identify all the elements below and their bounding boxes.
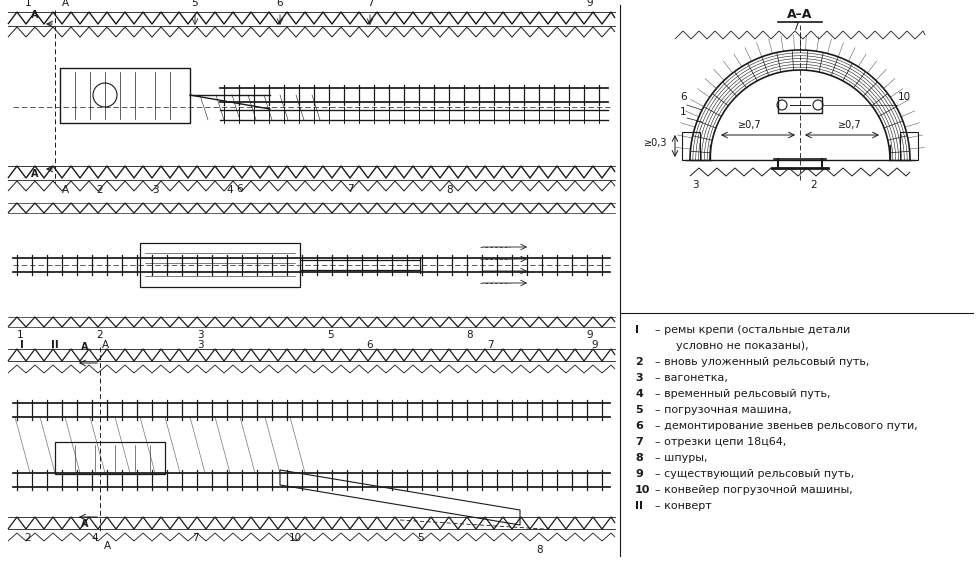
Text: I: I (21, 340, 23, 350)
Bar (778, 97, 821, 113)
Text: 1: 1 (24, 0, 31, 8)
Bar (681, 132, 700, 160)
Text: 6: 6 (634, 421, 642, 431)
Text: 6: 6 (276, 0, 283, 8)
Text: 8: 8 (536, 545, 543, 555)
Text: – ремы крепи (остальные детали: – ремы крепи (остальные детали (655, 325, 849, 335)
Text: 2: 2 (634, 357, 642, 367)
Bar (899, 132, 917, 160)
Text: – временный рельсовый путь,: – временный рельсовый путь, (655, 389, 829, 399)
Text: 2: 2 (809, 180, 816, 190)
Text: – демонтирование звеньев рельсового пути,: – демонтирование звеньев рельсового пути… (655, 421, 916, 431)
Bar (55, 442, 165, 474)
Text: 7: 7 (191, 533, 198, 543)
Text: A: A (62, 185, 68, 195)
Text: 9: 9 (586, 0, 593, 8)
Text: ≥0,3: ≥0,3 (643, 138, 666, 148)
Text: 5: 5 (326, 330, 333, 340)
Text: А–А: А–А (786, 8, 812, 21)
Text: – конверт: – конверт (655, 501, 711, 511)
Text: – шпуры,: – шпуры, (655, 453, 706, 463)
Text: 3: 3 (196, 340, 203, 350)
Text: 10: 10 (634, 485, 650, 495)
Text: 8: 8 (446, 185, 453, 195)
Text: 6: 6 (366, 340, 373, 350)
Text: A: A (81, 342, 89, 352)
Text: – конвейер погрузочной машины,: – конвейер погрузочной машины, (655, 485, 852, 495)
Text: ≥0,7: ≥0,7 (837, 120, 861, 130)
Text: 9: 9 (634, 469, 642, 479)
Text: 8: 8 (634, 453, 642, 463)
Text: 1: 1 (679, 107, 686, 117)
Text: II: II (51, 340, 59, 350)
Text: 7: 7 (346, 184, 353, 194)
Text: 7: 7 (366, 0, 373, 8)
Text: 4: 4 (227, 185, 234, 195)
Text: 4: 4 (92, 533, 99, 543)
Text: 9: 9 (591, 340, 598, 350)
Text: условно не показаны),: условно не показаны), (655, 341, 808, 351)
Text: 1: 1 (17, 330, 23, 340)
Text: 6: 6 (679, 92, 686, 102)
Text: 2: 2 (97, 330, 104, 340)
Text: A: A (31, 10, 39, 20)
Text: 5: 5 (191, 0, 198, 8)
Text: 10: 10 (897, 92, 911, 102)
Text: 7: 7 (791, 22, 798, 32)
Text: – отрезки цепи 18ц64,: – отрезки цепи 18ц64, (655, 437, 786, 447)
Text: – существующий рельсовый путь,: – существующий рельсовый путь, (655, 469, 853, 479)
Text: A: A (104, 541, 110, 551)
Text: A: A (102, 340, 108, 350)
Text: 3: 3 (692, 180, 698, 190)
Bar (60, 68, 190, 123)
Text: 3: 3 (634, 373, 642, 383)
Text: II: II (634, 501, 642, 511)
Bar (140, 243, 300, 287)
Text: 2: 2 (24, 533, 31, 543)
Text: – погрузочная машина,: – погрузочная машина, (655, 405, 791, 415)
Text: 9: 9 (586, 330, 593, 340)
Text: 7: 7 (487, 340, 492, 350)
Text: 7: 7 (634, 437, 642, 447)
Text: 6: 6 (236, 184, 243, 194)
Text: – вновь уложенный рельсовый путь,: – вновь уложенный рельсовый путь, (655, 357, 869, 367)
Text: A: A (62, 0, 68, 8)
Text: 8: 8 (466, 330, 473, 340)
Text: 4: 4 (634, 389, 642, 399)
Text: 2: 2 (97, 185, 104, 195)
Text: 3: 3 (196, 330, 203, 340)
Text: – вагонетка,: – вагонетка, (655, 373, 727, 383)
Text: 5: 5 (634, 405, 642, 415)
Text: I: I (634, 325, 638, 335)
Text: A: A (31, 169, 39, 179)
Text: ≥0,7: ≥0,7 (738, 120, 761, 130)
Text: A: A (81, 519, 89, 529)
Text: 10: 10 (288, 533, 301, 543)
Text: 3: 3 (151, 185, 158, 195)
Text: 5: 5 (416, 533, 423, 543)
